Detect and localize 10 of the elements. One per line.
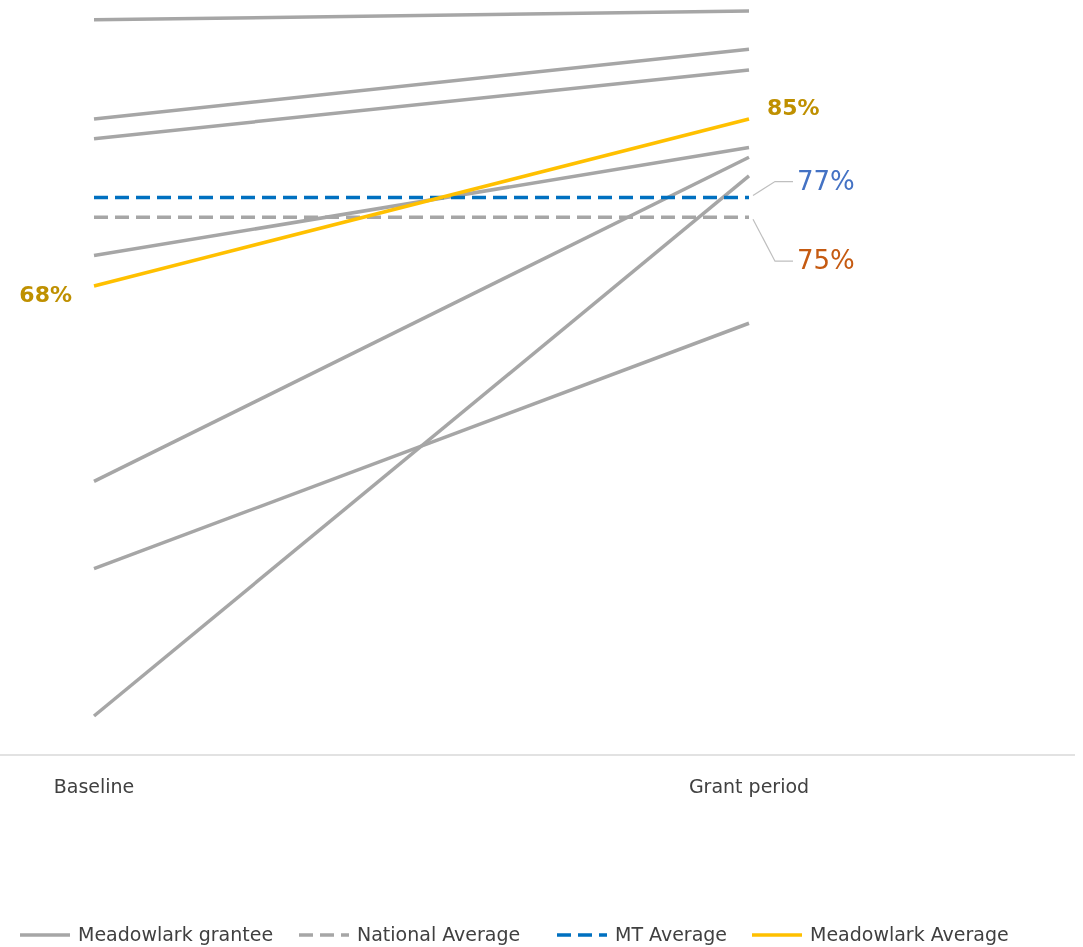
data-label: 85% <box>767 95 820 121</box>
x-tick-label: Grant period <box>688 774 810 797</box>
data-label: 75% <box>797 245 855 276</box>
data-label: 68% <box>19 281 72 307</box>
legend-label: Meadowlark grantee <box>78 922 274 945</box>
x-tick-label: Baseline <box>53 774 135 797</box>
legend-label: Meadowlark Average <box>810 922 1009 945</box>
data-label: 77% <box>797 165 855 196</box>
legend-label: National Average <box>357 922 521 945</box>
legend-label: MT Average <box>615 922 728 945</box>
